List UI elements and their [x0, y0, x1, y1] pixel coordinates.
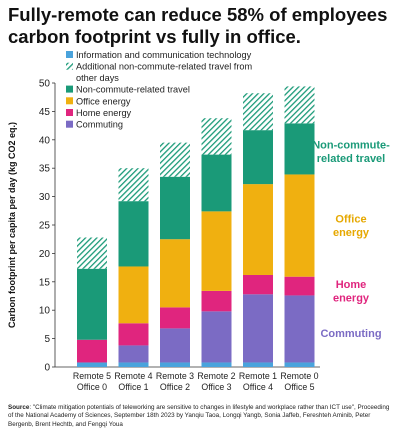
- legend-label: Non-commute-related travel: [76, 85, 190, 95]
- bar-segment-office-energy: [201, 211, 232, 291]
- legend-label: Commuting: [76, 120, 123, 130]
- chart-title: Fully-remote can reduce 58% of employees…: [8, 4, 388, 47]
- bar-segment-additional-non-commute-related-travel-from-other-days: [160, 142, 190, 177]
- legend-swatch-home-energy: [66, 109, 73, 116]
- y-tick-label: 35: [39, 164, 51, 175]
- bar-segment-additional-non-commute-related-travel-from-other-days: [201, 118, 232, 155]
- bar-segment-information-and-communication-technology: [201, 362, 232, 367]
- bar-segment-information-and-communication-technology: [77, 362, 107, 367]
- bar-segment-non-commute-related-travel: [243, 130, 273, 185]
- bar-segment-additional-non-commute-related-travel-from-other-days: [77, 237, 107, 269]
- legend-swatch-information-and-communication-technology: [66, 51, 73, 58]
- y-tick-label: 15: [39, 277, 51, 288]
- y-tick-label: 20: [39, 249, 51, 260]
- x-tick-label: Remote 2: [197, 371, 235, 381]
- bar-segment-home-energy: [160, 307, 190, 329]
- bar-segment-non-commute-related-travel: [201, 154, 232, 212]
- bar-segment-non-commute-related-travel: [160, 176, 190, 240]
- y-tick-label: 10: [39, 306, 51, 317]
- x-tick-label: Remote 5: [73, 371, 111, 381]
- x-tick-label: Office 0: [77, 382, 107, 392]
- bar-segment-information-and-communication-technology: [118, 362, 149, 367]
- bar-segment-non-commute-related-travel: [77, 268, 107, 340]
- annotation-office-energy: energy: [333, 227, 370, 239]
- source-text: : "Climate mitigation potentials of tele…: [8, 404, 390, 428]
- annotation-non-commute-related-travel: Non-commute-: [312, 140, 390, 152]
- x-tick-label: Remote 0: [280, 371, 318, 381]
- x-tick-label: Remote 1: [239, 371, 277, 381]
- stacked-bar-chart: 0 5 10 15 20 25 30 35 40 45 50 Carbon footprint per…: [7, 50, 390, 392]
- bar-segment-additional-non-commute-related-travel-from-other-days: [243, 93, 273, 131]
- y-tick-label: 45: [39, 107, 51, 118]
- bar-segment-non-commute-related-travel: [118, 201, 149, 267]
- bar-segment-home-energy: [201, 290, 232, 312]
- legend-swatch-additional-non-commute-related-travel-from-other-days: [66, 62, 73, 70]
- bar-segment-office-energy: [160, 239, 190, 308]
- bar-segment-non-commute-related-travel: [284, 123, 315, 175]
- annotation-non-commute-related-travel: related travel: [317, 153, 385, 165]
- bar-segment-commuting: [160, 328, 190, 363]
- bar-segment-commuting: [284, 295, 315, 363]
- bar-segment-home-energy: [77, 339, 107, 363]
- annotation-home-energy: energy: [333, 292, 370, 304]
- bar-segment-commuting: [118, 345, 149, 363]
- legend-label: Office energy: [76, 96, 131, 106]
- bar-segment-home-energy: [118, 323, 149, 346]
- legend-swatch-commuting: [66, 120, 73, 128]
- y-tick-label: 0: [44, 363, 50, 374]
- bar-segment-office-energy: [284, 174, 315, 277]
- x-tick-label: Office 2: [160, 382, 190, 392]
- bar-segment-commuting: [243, 294, 273, 363]
- x-tick-label: Remote 3: [156, 371, 194, 381]
- x-tick-label: Office 3: [201, 382, 231, 392]
- bar-segment-office-energy: [118, 266, 149, 324]
- bar-segment-additional-non-commute-related-travel-from-other-days: [118, 168, 149, 202]
- source-label: Source: [8, 404, 30, 411]
- legend-label: Home energy: [76, 108, 132, 118]
- bar-segment-information-and-communication-technology: [284, 362, 315, 367]
- x-tick-label: Remote 4: [114, 371, 152, 381]
- x-tick-label: Office 5: [284, 382, 314, 392]
- plot-area: 0 5 10 15 20 25 30 35 40 45 50 Carbon footprint per…: [7, 50, 390, 392]
- x-tick-label: Office 4: [243, 382, 273, 392]
- legend-swatch-office-energy: [66, 97, 73, 105]
- y-tick-label: 50: [39, 79, 51, 90]
- bar-segment-commuting: [201, 311, 232, 363]
- annotation-commuting: Commuting: [320, 328, 381, 340]
- y-axis-label: Carbon footprint per capita per day (kg …: [7, 122, 17, 328]
- bar-segment-additional-non-commute-related-travel-from-other-days: [284, 86, 315, 124]
- y-tick-label: 25: [39, 221, 51, 232]
- bar-segment-home-energy: [243, 274, 273, 295]
- bar-segment-information-and-communication-technology: [160, 362, 190, 367]
- y-tick-label: 5: [44, 334, 50, 345]
- y-tick-label: 30: [39, 192, 51, 203]
- x-tick-label: Office 1: [118, 382, 148, 392]
- legend-label: Information and communication technology: [76, 50, 252, 60]
- bar-segment-office-energy: [243, 184, 273, 275]
- bar-segment-information-and-communication-technology: [243, 362, 273, 367]
- source-note: Source: "Climate mitigation potentials o…: [8, 404, 394, 429]
- legend-label: Additional non-commute-related travel fr…: [76, 62, 253, 72]
- legend-swatch-non-commute-related-travel: [66, 85, 73, 93]
- legend-label: other days: [76, 73, 119, 83]
- annotation-home-energy: Home: [336, 279, 367, 291]
- bar-segment-home-energy: [284, 276, 315, 296]
- annotation-office-energy: Office: [335, 214, 366, 226]
- y-tick-label: 40: [39, 135, 51, 146]
